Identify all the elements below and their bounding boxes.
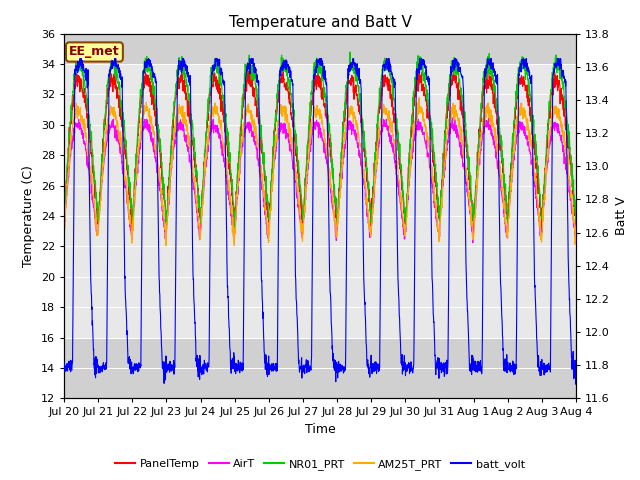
Bar [64,34,576,64]
Bar [64,337,576,398]
X-axis label: Time: Time [305,423,335,436]
Y-axis label: Batt V: Batt V [616,197,628,235]
Y-axis label: Temperature (C): Temperature (C) [22,165,35,267]
Text: EE_met: EE_met [69,46,120,59]
Title: Temperature and Batt V: Temperature and Batt V [228,15,412,30]
Legend: PanelTemp, AirT, NR01_PRT, AM25T_PRT, batt_volt: PanelTemp, AirT, NR01_PRT, AM25T_PRT, ba… [111,455,529,474]
